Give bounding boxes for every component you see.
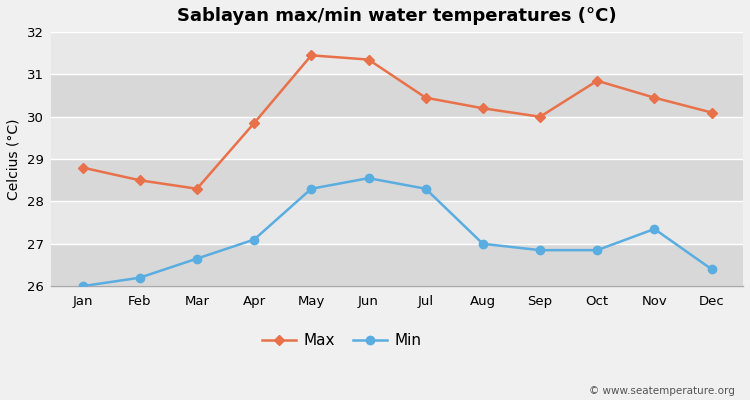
Max xyxy=(707,110,716,115)
Max xyxy=(364,57,373,62)
Bar xyxy=(51,117,743,159)
Max xyxy=(536,114,544,119)
Text: © www.seatemperature.org: © www.seatemperature.org xyxy=(590,386,735,396)
Min xyxy=(536,248,544,252)
Y-axis label: Celcius (°C): Celcius (°C) xyxy=(7,118,21,200)
Min xyxy=(193,256,202,261)
Min xyxy=(78,284,87,288)
Legend: Max, Min: Max, Min xyxy=(256,327,428,354)
Min xyxy=(364,176,373,180)
Min xyxy=(135,275,144,280)
Min xyxy=(478,242,488,246)
Bar xyxy=(51,32,743,74)
Max xyxy=(307,53,316,58)
Min xyxy=(422,186,430,191)
Min xyxy=(592,248,602,252)
Line: Min: Min xyxy=(79,174,716,290)
Max xyxy=(650,95,659,100)
Max xyxy=(422,95,430,100)
Max xyxy=(135,178,144,183)
Bar xyxy=(51,244,743,286)
Min xyxy=(707,267,716,272)
Min xyxy=(650,226,659,231)
Max xyxy=(478,106,488,111)
Bar xyxy=(51,159,743,202)
Max xyxy=(193,186,202,191)
Max xyxy=(78,165,87,170)
Max xyxy=(592,78,602,83)
Line: Max: Max xyxy=(79,52,716,192)
Title: Sablayan max/min water temperatures (°C): Sablayan max/min water temperatures (°C) xyxy=(177,7,617,25)
Max xyxy=(250,121,259,126)
Bar xyxy=(51,202,743,244)
Min xyxy=(250,237,259,242)
Bar xyxy=(51,74,743,117)
Min xyxy=(307,186,316,191)
